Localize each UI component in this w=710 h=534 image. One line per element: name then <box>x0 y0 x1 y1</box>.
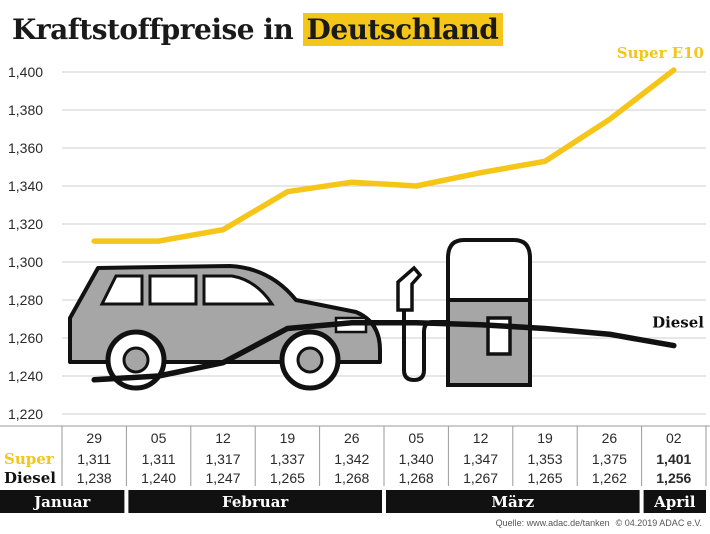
y-tick-label: 1,300 <box>8 254 43 270</box>
point-diesel <box>413 320 419 326</box>
fuel-illustration <box>68 238 532 391</box>
point-diesel <box>606 331 612 337</box>
x-tick-label: 26 <box>344 430 360 446</box>
month-bands: Januar Februar März April <box>0 490 706 513</box>
source-note: Quelle: www.adac.de/tanken © 04.2019 ADAC… <box>490 518 702 528</box>
super-price-cell: 1,401 <box>656 451 691 467</box>
x-tick-label: 19 <box>280 430 296 446</box>
row-label-diesel: Diesel <box>4 469 56 487</box>
y-axis-ticks: 1,220 1,240 1,260 1,280 1,300 1,320 1,340 1,360… <box>8 64 43 422</box>
diesel-price-cell: 1,247 <box>205 470 240 486</box>
point-super <box>156 238 162 244</box>
diesel-price-cell: 1,262 <box>592 470 627 486</box>
super-price-cell: 1,347 <box>463 451 498 467</box>
point-diesel <box>671 343 677 349</box>
point-diesel <box>349 320 355 326</box>
month-label: Januar <box>32 493 91 511</box>
point-super <box>478 170 484 176</box>
series-label-super-e10: Super E10 <box>617 44 704 62</box>
super-price-cell: 1,342 <box>334 451 369 467</box>
row-label-super: Super <box>4 450 55 468</box>
series-lines: Super E10 Diesel <box>91 44 704 383</box>
y-tick-label: 1,240 <box>8 368 43 384</box>
point-diesel <box>542 326 548 331</box>
month-label: April <box>653 493 696 511</box>
point-super <box>671 67 677 73</box>
y-tick-label: 1,280 <box>8 292 43 308</box>
y-tick-label: 1,340 <box>8 178 43 194</box>
point-super <box>91 238 97 244</box>
title-text: Kraftstoffpreise in <box>12 13 294 46</box>
point-super <box>284 189 290 195</box>
point-super <box>220 227 226 233</box>
car-illustration <box>68 264 382 391</box>
source-text: Quelle: www.adac.de/tanken <box>495 518 610 528</box>
series-label-diesel: Diesel <box>652 314 704 332</box>
x-tick-label: 02 <box>666 430 682 446</box>
y-tick-label: 1,320 <box>8 216 43 232</box>
point-super <box>606 117 612 122</box>
super-price-cell: 1,317 <box>205 451 240 467</box>
diesel-price-cell: 1,256 <box>656 470 691 486</box>
month-band <box>128 490 382 513</box>
fuel-pump-illustration <box>396 238 532 387</box>
super-price-cell: 1,375 <box>592 451 627 467</box>
x-tick-label: 29 <box>86 430 102 446</box>
super-price-cell: 1,311 <box>77 451 111 467</box>
point-diesel <box>478 322 484 328</box>
price-table: 29 1,311 1,238 05 1,311 1,240 12 1,317 1,247 19 1,… <box>0 425 710 487</box>
point-super <box>413 183 419 189</box>
x-tick-label: 19 <box>537 430 553 446</box>
super-price-cell: 1,340 <box>399 451 434 467</box>
diesel-price-cell: 1,240 <box>141 470 176 486</box>
month-band <box>386 490 640 513</box>
super-price-cell: 1,337 <box>270 451 305 467</box>
y-tick-label: 1,400 <box>8 64 43 80</box>
x-tick-label: 26 <box>602 430 618 446</box>
diesel-price-cell: 1,265 <box>527 470 562 486</box>
month-label: Februar <box>222 493 289 511</box>
series-line-super-e10 <box>91 67 677 244</box>
y-tick-label: 1,380 <box>8 102 43 118</box>
y-tick-label: 1,360 <box>8 140 43 156</box>
series-line-diesel <box>91 320 677 383</box>
diesel-price-cell: 1,265 <box>270 470 305 486</box>
diesel-price-cell: 1,268 <box>399 470 434 486</box>
point-super <box>349 179 355 185</box>
super-price-cell: 1,311 <box>142 451 176 467</box>
month-band <box>0 490 125 513</box>
point-diesel <box>220 360 226 366</box>
point-diesel <box>284 326 290 331</box>
y-tick-label: 1,260 <box>8 330 43 346</box>
x-tick-label: 05 <box>151 430 167 446</box>
chart-title: Kraftstoffpreise in Deutschland <box>12 12 504 48</box>
point-super <box>542 158 548 164</box>
super-price-cell: 1,353 <box>527 451 562 467</box>
y-tick-label: 1,220 <box>8 406 43 422</box>
diesel-price-cell: 1,267 <box>463 470 498 486</box>
copyright-text: © 04.2019 ADAC e.V. <box>615 518 702 528</box>
point-diesel <box>156 373 162 379</box>
point-diesel <box>91 377 97 383</box>
x-tick-label: 05 <box>408 430 424 446</box>
diesel-price-cell: 1,268 <box>334 470 369 486</box>
x-tick-label: 12 <box>215 430 231 446</box>
title-highlight: Deutschland <box>302 13 504 46</box>
month-band <box>643 490 706 513</box>
x-tick-label: 12 <box>473 430 489 446</box>
diesel-price-cell: 1,238 <box>77 470 112 486</box>
month-label: März <box>491 493 534 511</box>
